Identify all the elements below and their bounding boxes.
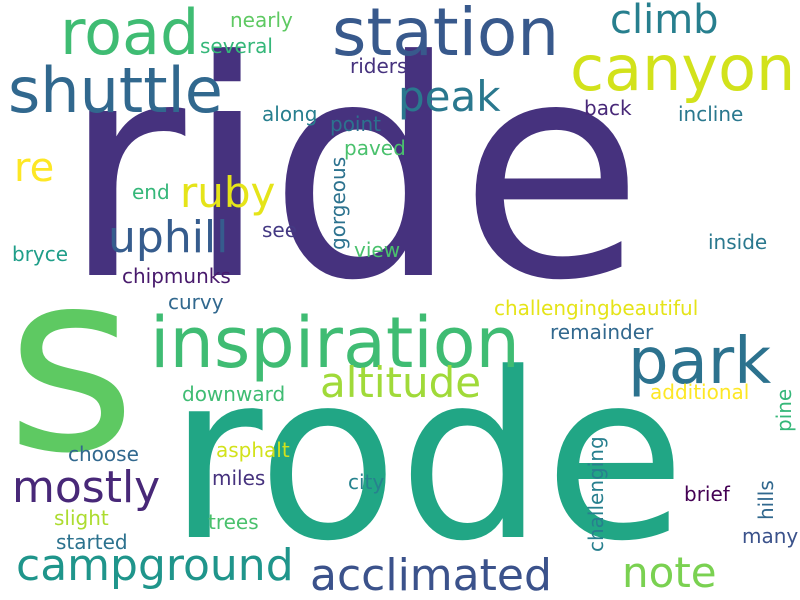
word-altitude: altitude <box>320 358 482 407</box>
word-shuttle: shuttle <box>8 54 223 127</box>
word-rode: rode <box>168 325 686 592</box>
word-slight: slight <box>54 506 109 530</box>
word-riders: riders <box>350 54 408 78</box>
word-bryce: bryce <box>12 242 69 266</box>
word-remainder: remainder <box>550 320 654 344</box>
word-several: several <box>200 34 273 58</box>
word-miles: miles <box>212 466 266 490</box>
word-pine: pine <box>772 388 796 432</box>
word-back: back <box>584 96 632 120</box>
word-many: many <box>742 524 799 548</box>
word-city: city <box>348 470 385 494</box>
word-paved: paved <box>344 136 406 160</box>
word-acclimated: acclimated <box>310 550 552 600</box>
word-uphill: uphill <box>108 212 229 263</box>
word-trees: trees <box>208 510 259 534</box>
word-challenging: challenging <box>584 436 608 552</box>
word-see: see <box>262 218 298 242</box>
word-park: park <box>628 325 772 399</box>
word-climb: climb <box>610 0 719 43</box>
word-canyon: canyon <box>570 32 796 105</box>
word-peak: peak <box>398 72 501 121</box>
word-note: note <box>622 548 717 597</box>
word-chipmunks: chipmunks <box>122 264 231 288</box>
word-curvy: curvy <box>168 290 224 314</box>
word-re: re <box>14 145 55 191</box>
word-ride: ride <box>62 0 644 346</box>
word-inspiration: inspiration <box>150 302 520 384</box>
word-inside: inside <box>708 230 768 254</box>
word-downward: downward <box>182 382 286 406</box>
word-point: point <box>330 112 382 136</box>
word-challengingbeautiful: challengingbeautiful <box>494 296 699 320</box>
word-started: started <box>56 530 128 554</box>
word-s: s <box>6 217 137 508</box>
word-end: end <box>132 180 170 204</box>
word-incline: incline <box>678 102 744 126</box>
word-asphalt: asphalt <box>216 438 290 462</box>
word-along: along <box>262 102 318 126</box>
word-gorgeous: gorgeous <box>326 156 350 250</box>
word-campground: campground <box>16 540 294 591</box>
word-road: road <box>60 0 200 69</box>
word-view: view <box>354 238 401 262</box>
word-mostly: mostly <box>12 462 161 513</box>
word-brief: brief <box>684 482 730 506</box>
word-station: station <box>332 0 560 71</box>
word-ruby: ruby <box>180 168 276 217</box>
word-choose: choose <box>68 442 139 466</box>
word-hills: hills <box>754 480 778 520</box>
word-additional: additional <box>650 380 750 404</box>
word-nearly: nearly <box>230 8 293 32</box>
